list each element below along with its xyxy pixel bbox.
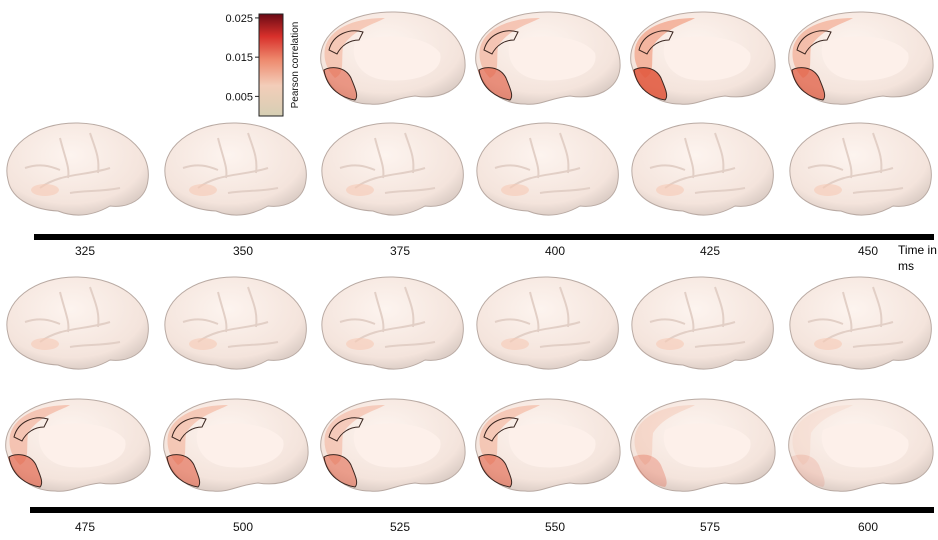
time-label: 400 (545, 244, 565, 258)
colorbar (259, 14, 283, 116)
time-label: 325 (75, 244, 95, 258)
brain-surface (477, 277, 619, 369)
brain-lateral (790, 277, 932, 369)
colorbar-tick-label: 0.015 (225, 52, 253, 64)
time-label: 375 (390, 244, 410, 258)
brain-surface (790, 123, 932, 215)
activation (814, 338, 842, 350)
figure-canvas: Pearson correlation 0.005 0.015 0.025 325 35… (0, 0, 938, 540)
brain-medial (631, 399, 775, 491)
brain-medial (476, 12, 620, 104)
colorbar-tick-label: 0.005 (225, 91, 253, 103)
time-label: 475 (75, 520, 95, 534)
activation (656, 338, 684, 350)
activation (31, 338, 59, 350)
colorbar-tick-label: 0.025 (225, 13, 253, 25)
activation (501, 338, 529, 350)
activation (189, 184, 217, 196)
time-axis-label: Time in ms (898, 242, 938, 274)
brain-medial (321, 12, 465, 104)
activation (346, 338, 374, 350)
brain-lateral (477, 277, 619, 369)
time-label: 350 (233, 244, 253, 258)
brain-lateral (322, 277, 464, 369)
brain-medial (631, 12, 775, 104)
time-label: 575 (700, 520, 720, 534)
time-label: 550 (545, 520, 565, 534)
brain-lateral (7, 277, 149, 369)
brain-medial (476, 399, 620, 491)
activation (814, 184, 842, 196)
activation (189, 338, 217, 350)
brain-lateral (790, 123, 932, 215)
brain-medial (164, 399, 308, 491)
colorbar-label: Pearson correlation (290, 22, 301, 109)
activation (656, 184, 684, 196)
activation (31, 184, 59, 196)
time-label: 500 (233, 520, 253, 534)
brain-surface (477, 123, 619, 215)
time-label: 450 (858, 244, 878, 258)
brain-surface (7, 277, 149, 369)
time-bar (30, 507, 934, 513)
brain-surface (7, 123, 149, 215)
time-bar (34, 234, 934, 240)
activation (501, 184, 529, 196)
brain-surface (322, 277, 464, 369)
brain-medial (6, 399, 150, 491)
time-label: 425 (700, 244, 720, 258)
brain-surface (165, 123, 307, 215)
brain-medial (321, 399, 465, 491)
brain-medial (789, 399, 933, 491)
brain-surface (632, 123, 774, 215)
brain-lateral (7, 123, 149, 215)
brain-lateral (165, 277, 307, 369)
activation (346, 184, 374, 196)
brain-medial (789, 12, 933, 104)
brain-lateral (322, 123, 464, 215)
time-label: 600 (858, 520, 878, 534)
brain-surface (632, 277, 774, 369)
figure: Pearson correlation 0.005 0.015 0.025 325 35… (0, 0, 938, 540)
brain-surface (790, 277, 932, 369)
time-label: 525 (390, 520, 410, 534)
brain-lateral (632, 123, 774, 215)
brain-surface (165, 277, 307, 369)
brain-lateral (632, 277, 774, 369)
brain-surface (322, 123, 464, 215)
brain-lateral (165, 123, 307, 215)
brain-lateral (477, 123, 619, 215)
